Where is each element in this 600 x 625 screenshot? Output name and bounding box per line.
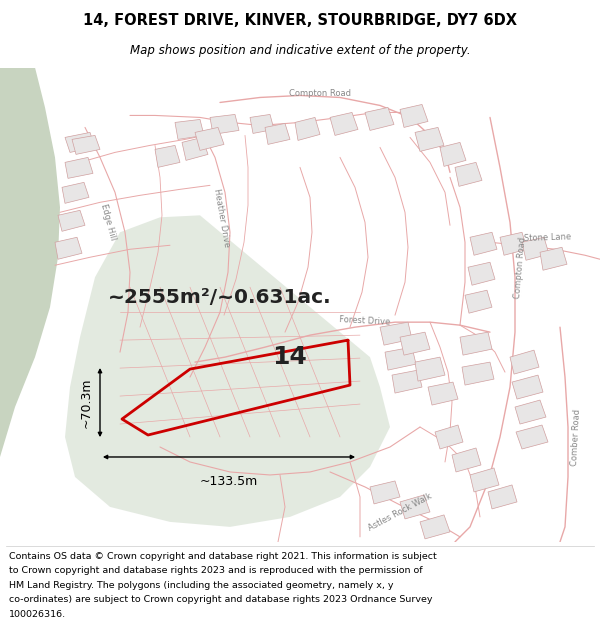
Text: Compton Road: Compton Road — [289, 89, 351, 98]
Polygon shape — [470, 468, 499, 492]
Text: 14, FOREST DRIVE, KINVER, STOURBRIDGE, DY7 6DX: 14, FOREST DRIVE, KINVER, STOURBRIDGE, D… — [83, 12, 517, 28]
Text: Compton Road: Compton Road — [513, 236, 527, 299]
Polygon shape — [72, 136, 100, 154]
Polygon shape — [462, 362, 494, 385]
Polygon shape — [385, 347, 416, 370]
Polygon shape — [175, 119, 204, 139]
Polygon shape — [365, 107, 394, 131]
Polygon shape — [62, 182, 89, 203]
Polygon shape — [392, 370, 422, 393]
Polygon shape — [540, 248, 567, 270]
Polygon shape — [400, 495, 430, 519]
Text: Forest Drive: Forest Drive — [339, 316, 391, 327]
Polygon shape — [155, 146, 180, 168]
Polygon shape — [370, 481, 400, 504]
Polygon shape — [460, 332, 492, 355]
Polygon shape — [515, 400, 546, 424]
Polygon shape — [400, 332, 430, 355]
Polygon shape — [522, 238, 549, 260]
Polygon shape — [465, 290, 492, 313]
Polygon shape — [435, 425, 463, 449]
Polygon shape — [516, 425, 548, 449]
Text: ~133.5m: ~133.5m — [200, 475, 258, 488]
Polygon shape — [415, 127, 444, 151]
Polygon shape — [58, 210, 85, 231]
Polygon shape — [55, 238, 82, 259]
Polygon shape — [440, 142, 466, 166]
Polygon shape — [65, 158, 93, 178]
Text: Heather Drive: Heather Drive — [212, 188, 232, 248]
Polygon shape — [500, 232, 527, 255]
Polygon shape — [470, 232, 497, 255]
Text: Contains OS data © Crown copyright and database right 2021. This information is : Contains OS data © Crown copyright and d… — [9, 552, 437, 561]
Polygon shape — [195, 127, 224, 151]
Text: Astles Rock Walk: Astles Rock Walk — [367, 491, 433, 532]
Polygon shape — [510, 350, 539, 374]
Text: to Crown copyright and database rights 2023 and is reproduced with the permissio: to Crown copyright and database rights 2… — [9, 566, 422, 576]
Polygon shape — [182, 138, 208, 161]
Text: Map shows position and indicative extent of the property.: Map shows position and indicative extent… — [130, 44, 470, 57]
Polygon shape — [265, 123, 290, 144]
Text: ~2555m²/~0.631ac.: ~2555m²/~0.631ac. — [108, 288, 332, 307]
Polygon shape — [420, 515, 450, 539]
Text: Stone Lane: Stone Lane — [524, 232, 572, 242]
Polygon shape — [415, 357, 445, 381]
Polygon shape — [488, 485, 517, 509]
Text: Edge Hill: Edge Hill — [99, 203, 117, 241]
Polygon shape — [428, 382, 458, 405]
Polygon shape — [512, 375, 543, 399]
Polygon shape — [330, 112, 358, 136]
Polygon shape — [210, 114, 239, 134]
Polygon shape — [65, 215, 390, 527]
Text: ~70.3m: ~70.3m — [79, 378, 92, 428]
Polygon shape — [65, 132, 95, 152]
Text: co-ordinates) are subject to Crown copyright and database rights 2023 Ordnance S: co-ordinates) are subject to Crown copyr… — [9, 596, 433, 604]
Text: 100026316.: 100026316. — [9, 610, 66, 619]
Polygon shape — [452, 448, 481, 472]
Polygon shape — [400, 104, 428, 127]
Polygon shape — [455, 162, 482, 186]
Polygon shape — [0, 68, 60, 542]
Polygon shape — [250, 114, 274, 133]
Text: HM Land Registry. The polygons (including the associated geometry, namely x, y: HM Land Registry. The polygons (includin… — [9, 581, 394, 590]
Polygon shape — [468, 262, 495, 285]
Text: 14: 14 — [272, 345, 307, 369]
Text: Comber Road: Comber Road — [570, 408, 582, 466]
Polygon shape — [380, 322, 412, 345]
Polygon shape — [295, 118, 320, 141]
